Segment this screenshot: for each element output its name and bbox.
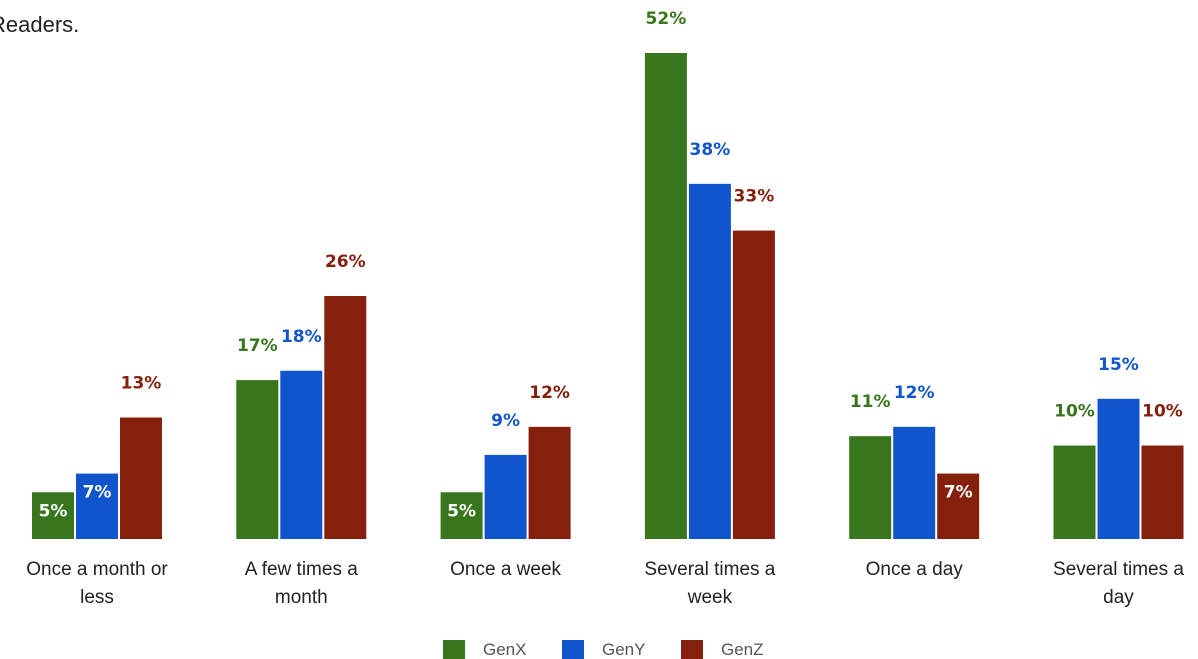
category-label-2: Once a week <box>450 559 561 580</box>
value-label-geny-3: 38% <box>690 140 731 160</box>
bar-genz-0 <box>120 417 162 539</box>
bar-genx-5 <box>1053 445 1096 539</box>
bar-genz-3 <box>732 230 775 540</box>
value-label-geny-5: 15% <box>1098 355 1139 375</box>
bar-geny-3 <box>688 183 731 539</box>
bar-geny-2 <box>484 454 527 539</box>
value-label-genz-1: 26% <box>325 252 366 272</box>
value-label-genx-3: 52% <box>646 9 687 29</box>
category-label-0: Once a month or less <box>26 559 168 608</box>
value-label-genz-2: 12% <box>529 383 570 403</box>
bar-geny-1 <box>280 370 323 539</box>
value-label-genz-3: 33% <box>734 187 775 207</box>
bar-genz-1 <box>324 296 367 539</box>
category-label-5: Several times a day <box>1053 559 1184 608</box>
value-label-geny-0: 7% <box>83 483 112 503</box>
value-label-genx-2: 5% <box>447 501 476 521</box>
value-labels-group: 5%7%13%17% 18%26%5%9%12%52%38%33%11% 12%7%… <box>39 9 1183 521</box>
value-label-genx-1: 17% <box>237 336 278 356</box>
category-label-1: A few times a month <box>245 559 358 608</box>
category-label-4: Once a day <box>866 559 964 580</box>
legend-label-geny: GenY <box>602 640 645 659</box>
bar-genz-4 <box>937 473 980 539</box>
value-label-geny-4: 12% <box>894 383 935 403</box>
legend-swatch-genx <box>443 640 465 659</box>
value-label-genz-0: 13% <box>121 374 162 394</box>
bar-geny-4 <box>893 426 936 539</box>
value-label-genz-4: 7% <box>944 483 973 503</box>
value-label-genx-5: 10% <box>1054 402 1095 422</box>
legend-swatch-genz <box>681 640 703 659</box>
bar-genx-2 <box>440 492 483 539</box>
legend-label-genx: GenX <box>483 640 526 659</box>
category-labels-group: Once a month or less A few times a month Onc… <box>26 559 1184 608</box>
value-label-genx-0: 5% <box>39 501 68 521</box>
bar-geny-5 <box>1097 398 1140 539</box>
bar-geny-0 <box>76 473 118 539</box>
legend-swatch-geny <box>562 640 584 659</box>
bar-genx-0 <box>32 492 74 539</box>
value-label-geny-1: 18% <box>281 327 322 347</box>
bar-genz-2 <box>528 426 571 539</box>
chart-subtitle: Readers. <box>0 12 80 37</box>
value-label-genz-5: 10% <box>1142 402 1183 422</box>
bars-group <box>32 53 1184 540</box>
bar-genx-3 <box>644 53 687 539</box>
bar-genz-5 <box>1141 445 1184 539</box>
bar-genx-4 <box>849 436 892 539</box>
bar-genx-1 <box>236 380 279 539</box>
legend-label-genz: GenZ <box>721 640 764 659</box>
value-label-geny-2: 9% <box>491 411 520 431</box>
legend: GenX GenY GenZ <box>443 640 764 659</box>
category-label-3: Several times a week <box>644 559 775 608</box>
value-label-genx-4: 11% <box>850 392 891 412</box>
